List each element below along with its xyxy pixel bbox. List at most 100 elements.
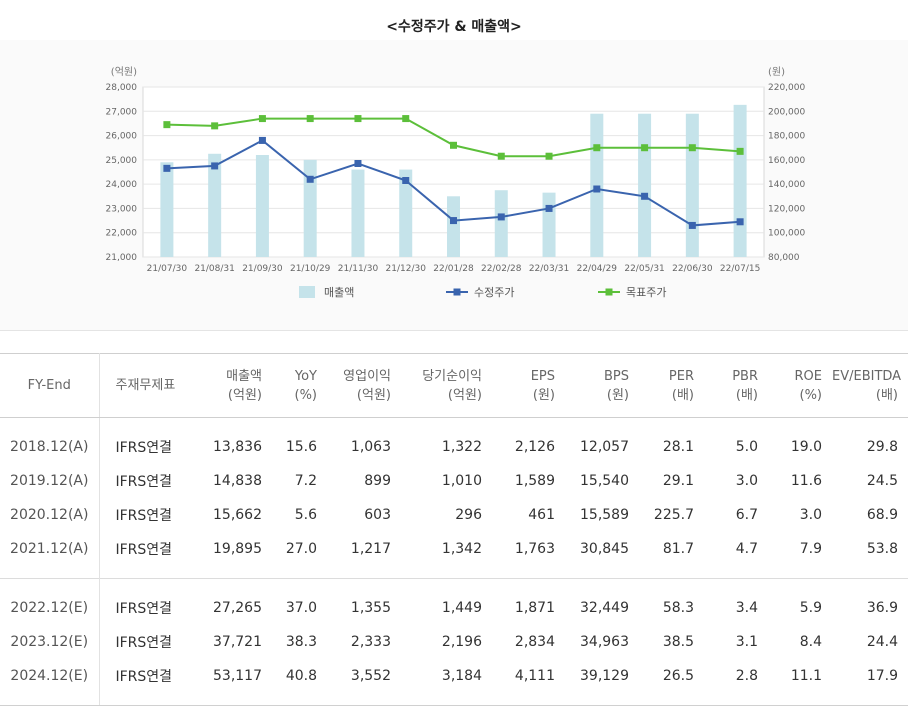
legend-marker-price bbox=[453, 288, 461, 296]
legend-label-revenue: 매출액 bbox=[324, 286, 354, 299]
table-cell: 27.0 bbox=[285, 541, 317, 557]
spacer-cell bbox=[401, 566, 492, 579]
point-adjusted-price bbox=[497, 213, 505, 221]
spacer-cell bbox=[327, 578, 401, 591]
table-cell: 1,010 bbox=[441, 473, 482, 489]
table-row: 2018.12(A) IFRS연결 13,836 15.6 1,063 1,322 2,12… bbox=[0, 430, 908, 464]
spacer-cell bbox=[327, 418, 401, 431]
table-cell: 30,845 bbox=[580, 541, 629, 557]
x-tick-label: 21/12/30 bbox=[386, 264, 427, 274]
column-header-unit: (원) bbox=[606, 387, 629, 403]
table-cell: 53.8 bbox=[866, 541, 898, 557]
spacer-cell bbox=[99, 566, 210, 579]
point-target-price bbox=[354, 115, 362, 123]
right-tick-label: 80,000 bbox=[768, 253, 800, 263]
right-tick-label: 180,000 bbox=[768, 132, 805, 142]
table-cell: 12,057 bbox=[580, 439, 629, 455]
x-tick-label: 22/05/31 bbox=[624, 264, 664, 274]
column-header-label: 주재무제표 bbox=[115, 378, 176, 393]
table-cell: 38.3 bbox=[285, 634, 317, 650]
spacer-cell bbox=[0, 693, 100, 706]
table-cell: 1,063 bbox=[350, 439, 391, 455]
table-cell: 3,552 bbox=[350, 668, 391, 684]
point-adjusted-price bbox=[163, 164, 171, 172]
column-header-label: 당기순이익 bbox=[422, 368, 482, 384]
spacer-cell bbox=[210, 693, 272, 706]
fy-cell: 2022.12(E) bbox=[0, 591, 100, 625]
row-spacer bbox=[0, 566, 908, 579]
table-cell: 2,834 bbox=[514, 634, 555, 650]
spacer-cell bbox=[768, 566, 832, 579]
column-header-label: PER bbox=[668, 368, 694, 384]
table-cell: 32,449 bbox=[580, 600, 629, 616]
column-header-unit: (%) bbox=[799, 387, 823, 403]
spacer-cell bbox=[832, 578, 908, 591]
spacer-cell bbox=[401, 418, 492, 431]
table-cell: 15,589 bbox=[580, 507, 629, 523]
column-header-label: EV/EBITDA bbox=[832, 368, 902, 384]
column-header-label: FY-End bbox=[27, 378, 71, 393]
point-adjusted-price bbox=[306, 175, 314, 183]
table-cell: 38.5 bbox=[662, 634, 694, 650]
spacer-cell bbox=[768, 418, 832, 431]
price-revenue-chart: 28,000 220,000 27,000 200,000 26,000 180,000 2… bbox=[106, 66, 806, 299]
table-cell: IFRS연결 bbox=[115, 440, 173, 456]
spacer-cell bbox=[272, 418, 327, 431]
table-cell: 53,117 bbox=[213, 668, 262, 684]
spacer-cell bbox=[0, 417, 100, 430]
column-header-unit: (배) bbox=[735, 387, 758, 403]
table-row: 2022.12(E) IFRS연결 27,265 37.0 1,355 1,449 1,87… bbox=[0, 591, 908, 625]
point-target-price bbox=[641, 144, 649, 152]
spacer-cell bbox=[272, 566, 327, 579]
table-cell: 1,342 bbox=[441, 541, 482, 557]
spacer-cell bbox=[639, 693, 704, 706]
bar-revenue bbox=[590, 113, 604, 257]
table-cell: 5.9 bbox=[799, 600, 822, 616]
column-header: 영업이익 (억원) bbox=[327, 353, 401, 418]
column-header-label: EPS bbox=[530, 368, 555, 384]
table-cell: 68.9 bbox=[866, 507, 898, 523]
table-cell: 58.3 bbox=[662, 600, 694, 616]
point-adjusted-price bbox=[641, 192, 649, 200]
column-header: FY-End bbox=[0, 353, 100, 418]
spacer-cell bbox=[401, 693, 492, 706]
point-adjusted-price bbox=[545, 204, 553, 212]
column-header: 주재무제표 bbox=[99, 353, 210, 418]
spacer-cell bbox=[704, 693, 768, 706]
table-row: 2020.12(A) IFRS연결 15,662 5.6 603 296 461 15,589… bbox=[0, 498, 908, 532]
table-cell: 461 bbox=[528, 507, 555, 523]
point-adjusted-price bbox=[211, 162, 219, 170]
row-spacer bbox=[0, 693, 908, 706]
bar-revenue bbox=[447, 196, 460, 257]
spacer-cell bbox=[639, 566, 704, 579]
spacer-cell bbox=[492, 566, 565, 579]
right-tick-label: 100,000 bbox=[768, 229, 805, 239]
table-cell: 225.7 bbox=[653, 507, 694, 523]
table-cell: 37,721 bbox=[213, 634, 262, 650]
table-cell: 17.9 bbox=[866, 668, 898, 684]
right-tick-label: 160,000 bbox=[768, 156, 805, 166]
legend-label-price: 수정주가 bbox=[474, 286, 514, 299]
spacer-cell bbox=[768, 578, 832, 591]
left-axis-unit: (억원) bbox=[111, 66, 137, 78]
spacer-cell bbox=[99, 418, 210, 431]
point-target-price bbox=[163, 121, 171, 129]
table-cell: 15.6 bbox=[285, 439, 317, 455]
x-tick-label: 21/08/31 bbox=[194, 264, 234, 274]
x-tick-label: 21/11/30 bbox=[338, 264, 379, 274]
financial-table: FY-End 주재무제표 매출액 (억원) YoY (%) 영업이익 (억원) 당기순이익 (억원… bbox=[0, 353, 908, 706]
x-tick-label: 22/04/29 bbox=[577, 264, 618, 274]
left-tick-label: 25,000 bbox=[106, 156, 138, 166]
fy-cell: 2023.12(E) bbox=[0, 625, 100, 659]
table-cell: 5.6 bbox=[294, 507, 317, 523]
table-cell: 6.7 bbox=[735, 507, 758, 523]
right-tick-label: 120,000 bbox=[768, 204, 805, 214]
column-header: 매출액 (억원) bbox=[210, 353, 272, 418]
x-tick-label: 22/01/28 bbox=[433, 264, 474, 274]
column-header-unit: (%) bbox=[294, 387, 318, 403]
table-cell: 81.7 bbox=[662, 541, 694, 557]
column-header-label: ROE bbox=[794, 368, 822, 384]
spacer-cell bbox=[565, 566, 639, 579]
table-cell: 27,265 bbox=[213, 600, 262, 616]
point-target-price bbox=[545, 152, 553, 160]
